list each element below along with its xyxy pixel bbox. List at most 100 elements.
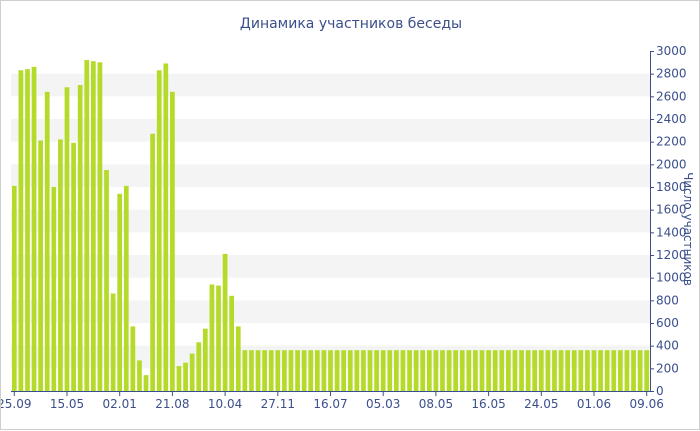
bar [440,350,445,391]
bar [130,326,136,391]
bar [84,60,90,391]
bars [11,60,650,392]
bar [176,366,182,391]
x-tick-label: 24.05 [524,397,558,411]
bar [505,350,511,391]
y-tick-label: 2000 [656,157,687,171]
bar [571,350,577,391]
bar [110,293,116,391]
bar [282,350,287,391]
y-tick-label: 2800 [656,67,687,81]
bar [624,350,630,391]
bar [565,350,571,391]
bar [499,350,505,391]
x-tick-labels: 25.09 15.05 02.01 21.08 10.04 27.11 16.07 05.03… [1,397,664,411]
bar [591,350,597,391]
bar [235,326,241,391]
bar [202,328,208,391]
bar [314,350,320,391]
bar [137,360,142,391]
y-tick-labels: 0 200 400 600 800 1000 1200 1400 1600 1800 2000 220… [656,44,687,398]
chart-title: Динамика участников беседы [240,16,462,32]
bar [341,350,347,391]
bar [374,350,379,391]
bar [242,350,248,391]
bar [71,142,76,391]
bar [262,350,267,391]
bar [354,350,360,391]
bar [156,70,162,392]
bar [426,350,432,391]
bar [420,350,426,391]
bar [552,350,557,391]
bar [637,350,643,391]
bar [216,285,221,391]
bar [585,350,590,391]
bar [400,350,406,391]
bar [38,140,44,391]
x-tick-label: 09.06 [630,397,664,411]
bar [321,350,327,391]
bar [18,70,24,392]
bar [58,139,63,391]
bar [189,353,195,391]
x-tick-label: 27.11 [261,397,295,411]
x-tick-label: 15.05 [50,397,84,411]
bar [532,350,538,391]
bar [183,362,188,391]
bar [25,69,30,391]
bar [334,350,340,391]
x-tick-label: 25.09 [1,397,31,411]
bar [387,350,393,391]
bar [308,350,314,391]
bar [150,133,155,392]
y-tick-label: 400 [656,339,679,353]
x-tick-label: 08.05 [419,397,453,411]
bar [11,185,17,391]
bar [64,87,70,392]
bar [295,350,300,391]
bar [268,350,274,391]
bar [123,185,129,391]
bar [407,350,412,391]
y-tick-label: 2400 [656,112,687,126]
y-tick-label: 600 [656,316,679,330]
y-tick-label: 2200 [656,135,687,149]
bar [611,350,617,391]
y-tick-label: 200 [656,361,679,375]
grid-band [11,119,650,142]
x-tick-label: 01.06 [577,397,611,411]
x-tick-label: 05.03 [366,397,400,411]
grid-band [11,73,650,97]
y-tick-label: 1400 [656,225,687,239]
bar [578,350,584,391]
bar [196,342,202,391]
bar [538,350,544,391]
x-tick-label: 02.01 [103,397,137,411]
x-tick-label: 16.05 [471,397,505,411]
bar [473,350,478,391]
x-tick-label: 16.07 [313,397,347,411]
bar [617,350,623,391]
bar [90,61,96,391]
y-axis-label: Число участников [681,172,695,286]
bar [163,63,169,391]
bar [51,187,57,391]
bar [433,350,439,391]
bar [459,350,465,391]
y-tick-label: 1800 [656,180,687,194]
x-tick-label: 10.04 [208,397,242,411]
bar [446,350,452,391]
bar [104,170,109,391]
bar [631,350,636,391]
y-tick-label: 3000 [656,44,687,58]
bar [275,350,281,391]
x-tick-label: 21.08 [155,397,189,411]
bar [644,350,650,391]
bar [512,350,518,391]
bar [479,350,485,391]
bar [255,350,261,391]
bar [31,66,37,392]
bar [492,350,498,391]
